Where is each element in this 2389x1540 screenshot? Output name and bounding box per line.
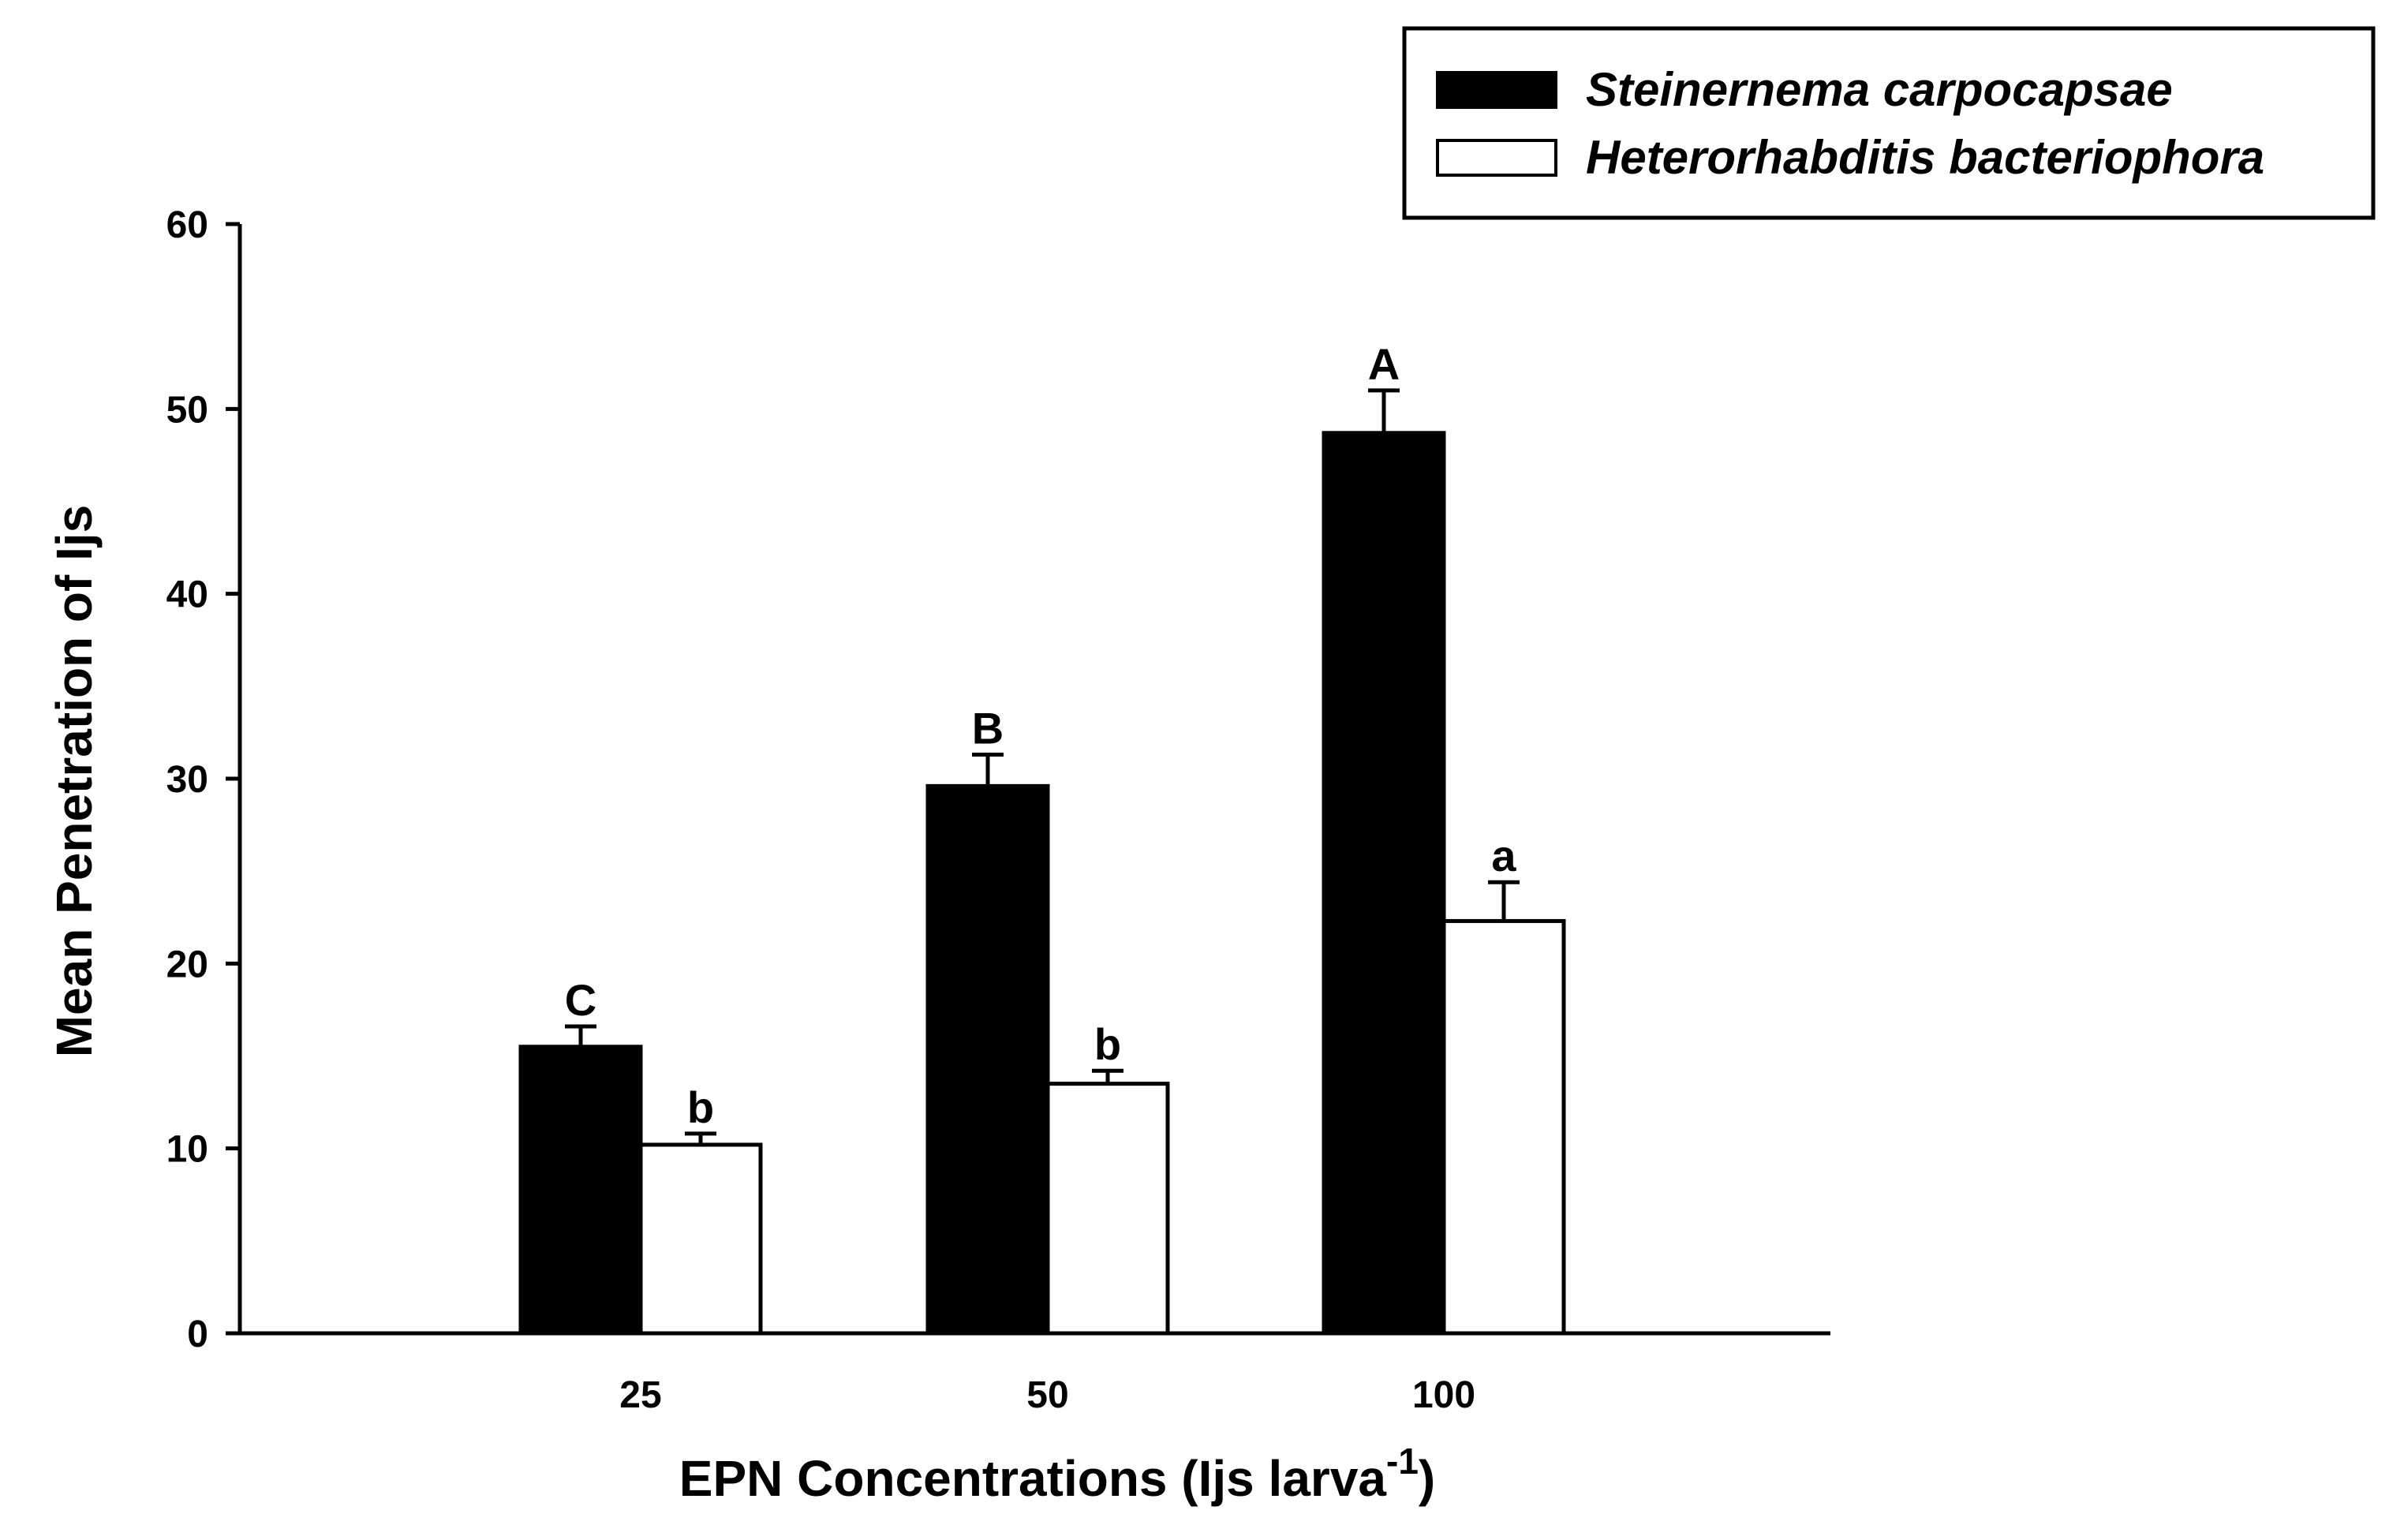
significance-label: b (1094, 1019, 1121, 1069)
bar (1441, 918, 1566, 1336)
y-tick-label: 50 (166, 389, 208, 431)
x-axis-title: EPN Concentrations (Ijs larva-1) (679, 1441, 1435, 1507)
y-ticks: 0 10 20 30 40 50 60 (166, 204, 240, 1355)
significance-label: a (1491, 831, 1516, 880)
significance-label: B (972, 704, 1004, 753)
significance-label: C (565, 975, 596, 1025)
legend: Steinernema carpocapsae Heterorhabditis … (1402, 26, 2376, 220)
legend-label-steinernema: Steinernema carpocapsae (1586, 63, 2173, 116)
legend-swatch-heterorhabditis (1436, 139, 1557, 177)
y-tick-label: 0 (187, 1314, 208, 1355)
bar (638, 1142, 763, 1336)
y-tick-label: 60 (166, 204, 208, 246)
x-tick-label: 100 (1412, 1374, 1475, 1416)
bar (1322, 431, 1446, 1336)
y-tick-label: 10 (166, 1129, 208, 1171)
bars: Cb Bb Aa (518, 339, 1566, 1336)
bar (518, 1045, 643, 1336)
x-tick-label: 25 (619, 1374, 661, 1416)
x-ticks: 25 50 100 (619, 1374, 1475, 1416)
x-tick-label: 50 (1026, 1374, 1068, 1416)
significance-label: A (1368, 339, 1400, 389)
y-tick-label: 20 (166, 944, 208, 985)
bar (925, 783, 1050, 1336)
x-axis-title-superscript: -1 (1386, 1441, 1419, 1482)
bar (1045, 1082, 1170, 1336)
y-tick-label: 40 (166, 574, 208, 616)
y-tick-label: 30 (166, 759, 208, 801)
legend-swatch-steinernema (1436, 71, 1557, 109)
significance-label: b (687, 1082, 714, 1132)
legend-box (1402, 26, 2376, 220)
legend-label-heterorhabditis: Heterorhabditis bacteriophora (1586, 131, 2264, 184)
y-axis-title: Mean Penetration of Ijs (46, 505, 103, 1058)
